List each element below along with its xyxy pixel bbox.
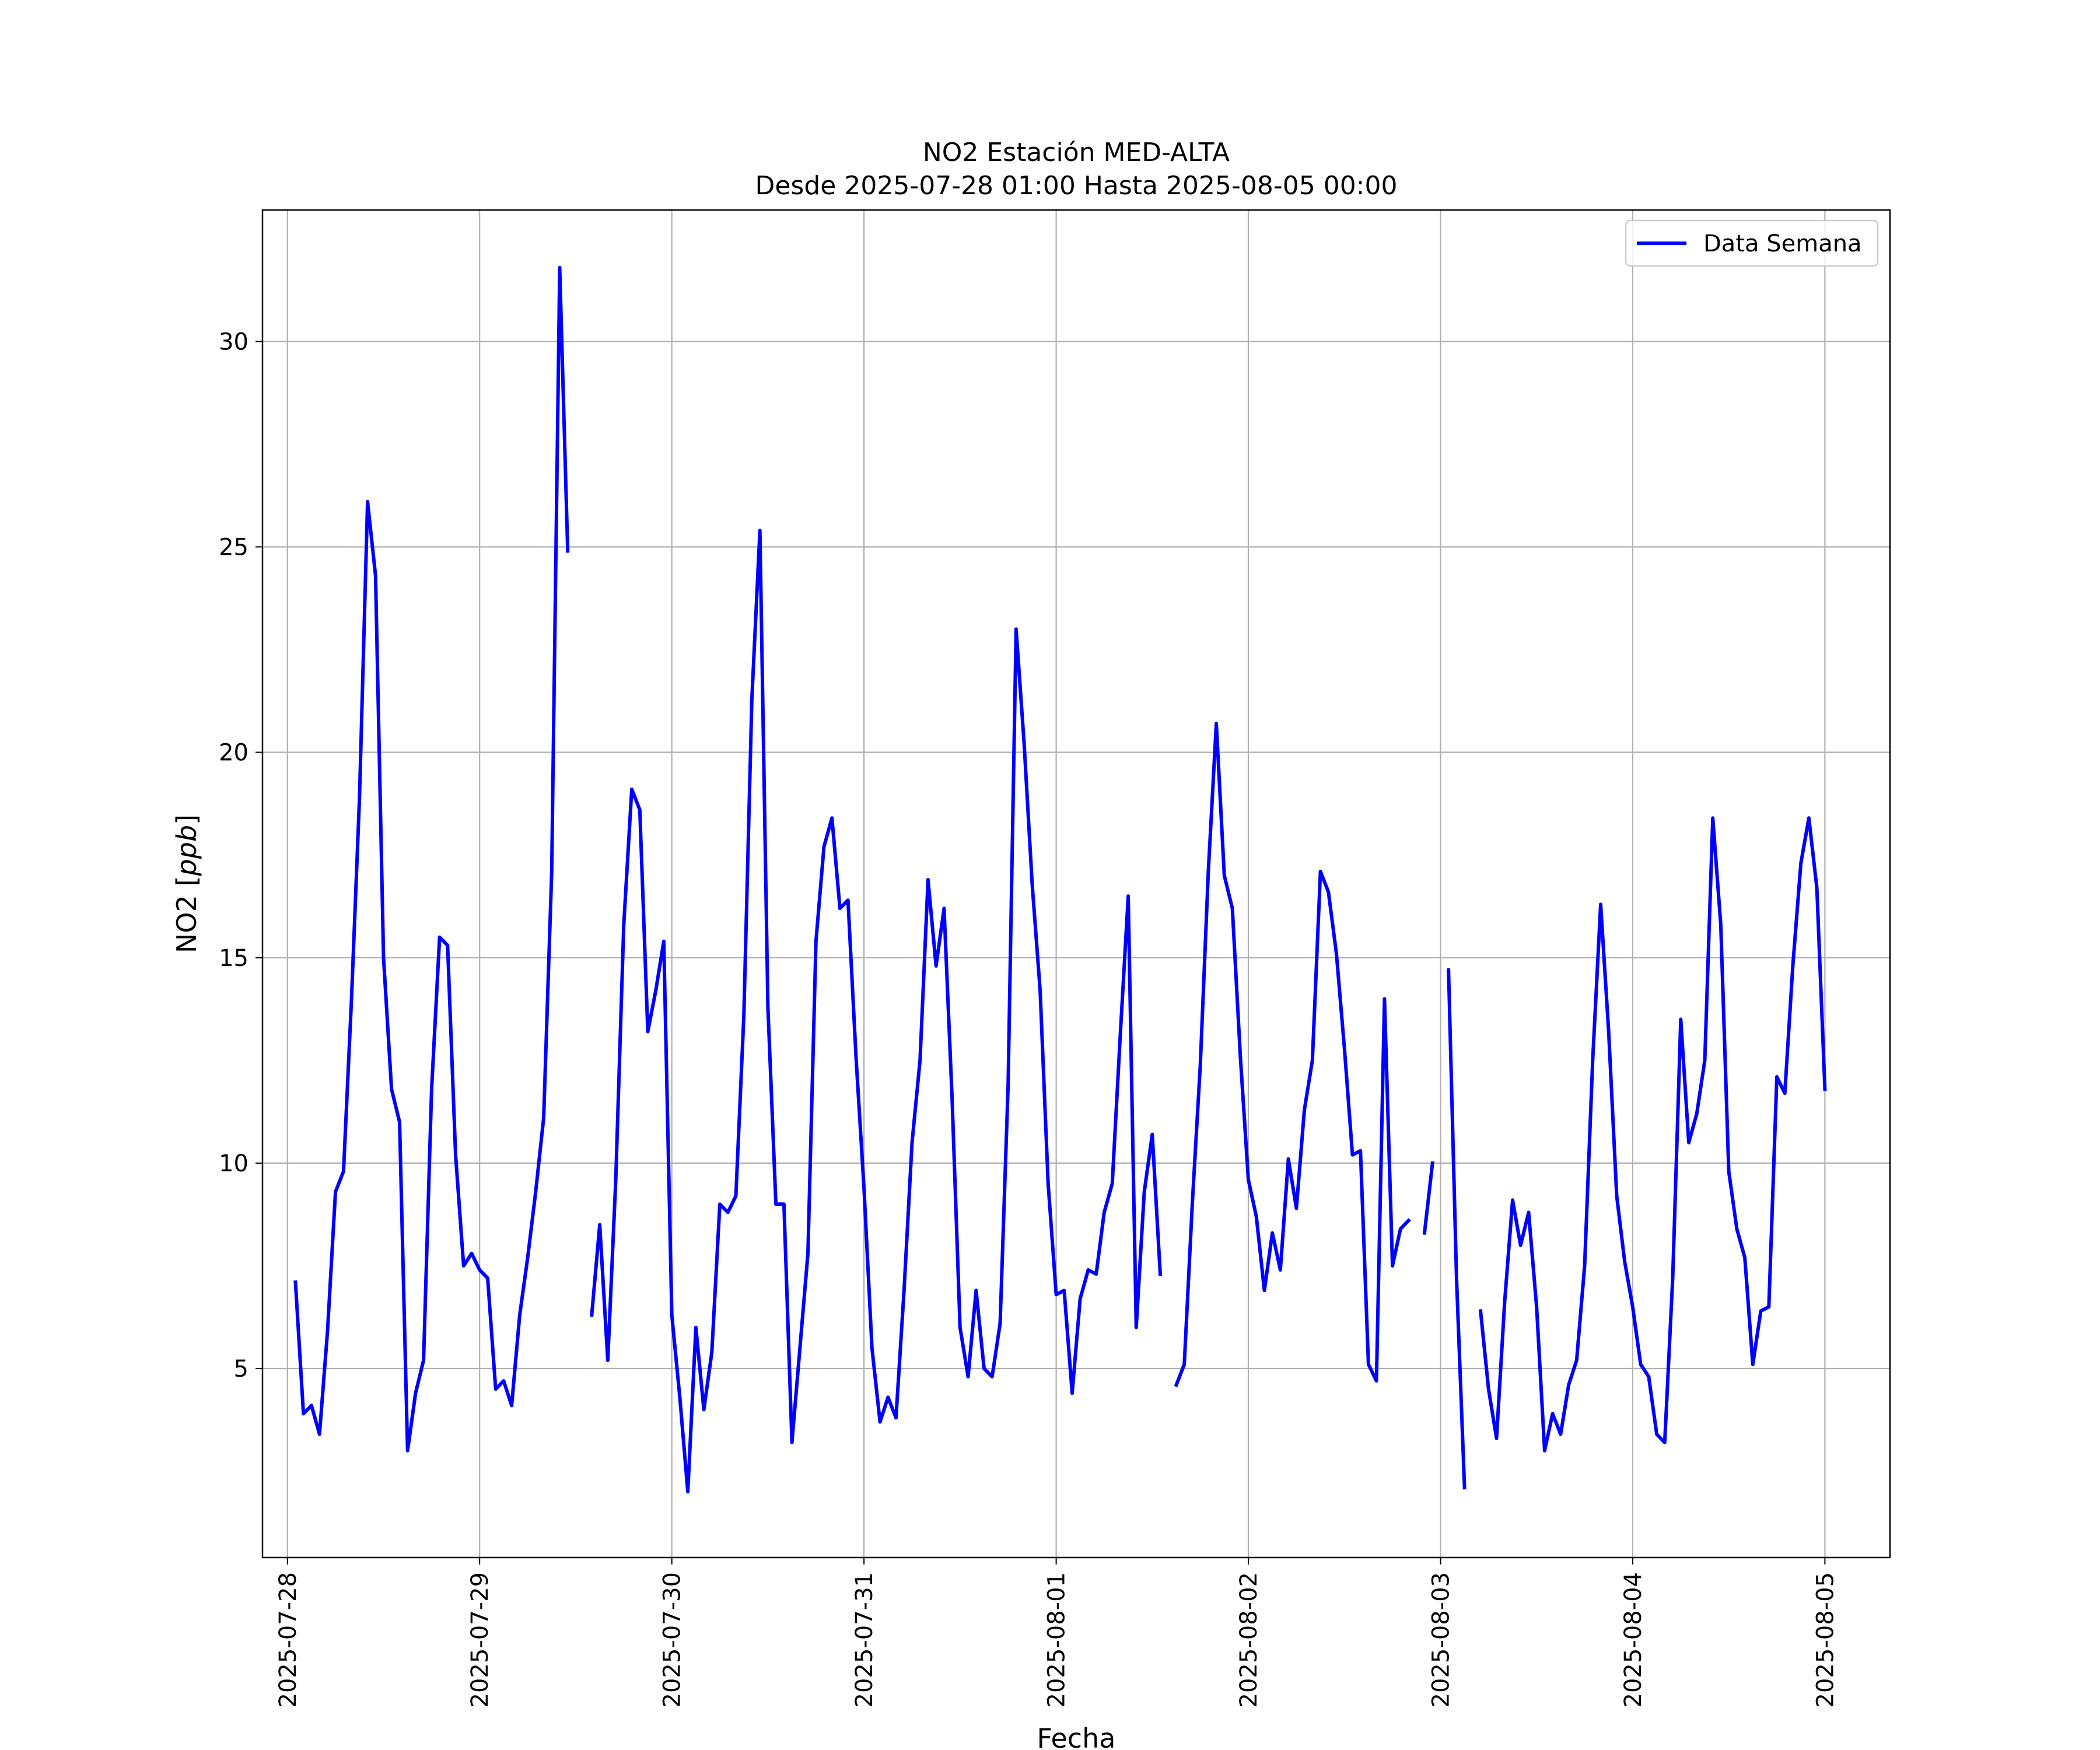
y-tick-label: 30 (219, 328, 249, 355)
y-tick-label: 10 (219, 1150, 249, 1177)
y-axis-label-text: NO2 [ (171, 876, 202, 953)
x-tick-label: 2025-07-28 (275, 1572, 302, 1707)
series-segment (1447, 968, 1466, 1490)
plot-frame (261, 209, 1891, 1559)
x-axis-label: Fecha (1037, 1723, 1116, 1750)
y-tick-label: 15 (219, 945, 249, 972)
x-tick-label: 2025-08-03 (1428, 1572, 1455, 1707)
y-axis-label-close: ] (171, 814, 202, 825)
series-segment (293, 265, 570, 1452)
series-layer (293, 265, 1827, 1494)
legend: Data Semana (1625, 219, 1879, 267)
x-tick-label: 2025-08-02 (1236, 1572, 1262, 1707)
x-axis: 2025-07-28 2025-07-29 2025-07-30 2025-07-31… (275, 1558, 1839, 1707)
x-tick-label: 2025-08-04 (1620, 1572, 1647, 1707)
legend-box (1625, 219, 1879, 267)
x-tick-label: 2025-07-30 (659, 1572, 686, 1707)
legend-label: Data Semana (1703, 230, 1862, 257)
chart-subtitle: Desde 2025-07-28 01:00 Hasta 2025-08-05 … (755, 171, 1397, 201)
x-tick-label: 2025-07-31 (851, 1572, 878, 1707)
series-segment (1174, 722, 1411, 1388)
series-segment (1478, 816, 1827, 1452)
y-tick-label: 25 (219, 534, 249, 561)
y-axis-label-unit: ppb (171, 825, 202, 877)
x-tick-label: 2025-07-29 (467, 1572, 494, 1707)
series-segment (590, 528, 1163, 1494)
y-axis-label: NO2 [ppb] (171, 814, 202, 953)
y-tick-label: 5 (234, 1356, 249, 1382)
chart-title: NO2 Estación MED-ALTA (923, 138, 1230, 167)
grid (262, 210, 1890, 1558)
y-tick-label: 20 (219, 740, 249, 766)
x-tick-label: 2025-08-05 (1812, 1572, 1839, 1707)
y-axis: 5 10 15 20 25 30 (219, 328, 262, 1382)
x-tick-label: 2025-08-01 (1044, 1572, 1070, 1707)
series-segment (1422, 1161, 1435, 1235)
series-line (293, 265, 1827, 1494)
